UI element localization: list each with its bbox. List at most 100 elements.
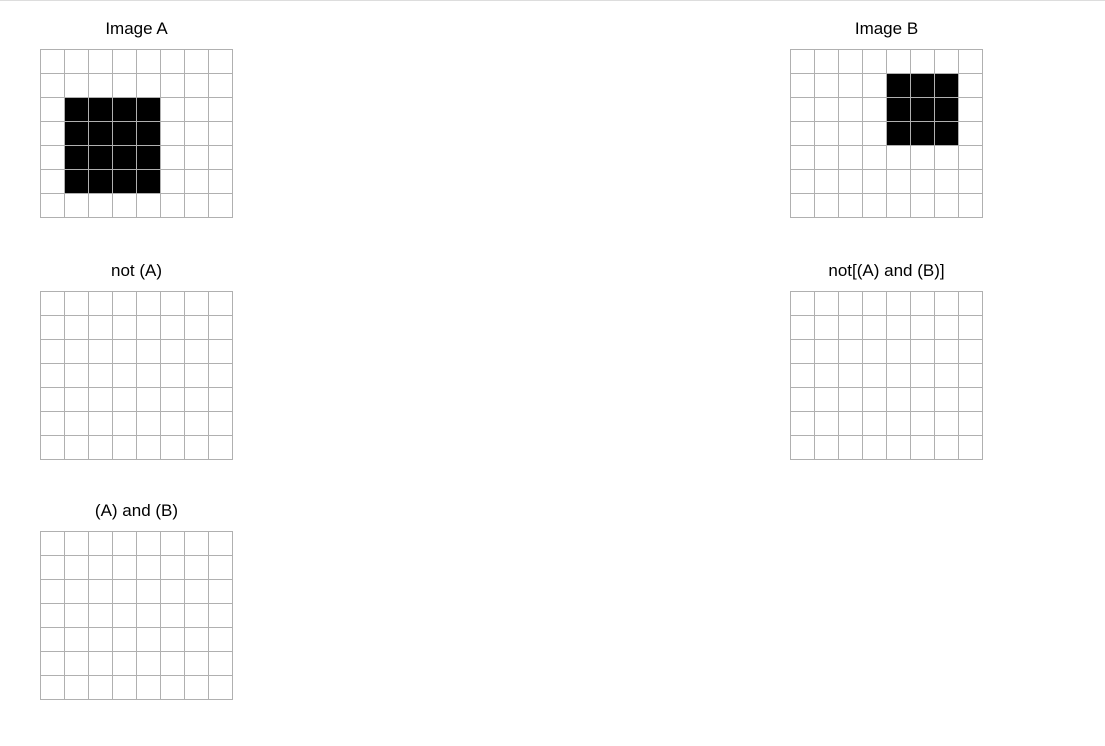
grid-cell [911,74,935,98]
grid-image-b [790,49,983,218]
grid-cell [209,364,233,388]
grid-cell [791,122,815,146]
grid-cell [935,74,959,98]
grid-cell [791,388,815,412]
grid-cell [41,170,65,194]
grid-cell [839,170,863,194]
grid-cell [887,74,911,98]
grid-cell [137,436,161,460]
grid-cell [185,436,209,460]
grid-cell [89,628,113,652]
grid-cell [959,364,983,388]
grid-cell [113,604,137,628]
grid-cell [65,74,89,98]
grid-cell [89,652,113,676]
grid-cell [209,412,233,436]
grid-cell [41,316,65,340]
grid-cell [113,532,137,556]
grid-cell [959,98,983,122]
grid-cell [209,388,233,412]
grid-cell [959,122,983,146]
grid-cell [137,532,161,556]
grid-cell [89,556,113,580]
grid-cell [887,170,911,194]
panel-title-not-a-and-b: not[(A) and (B)] [828,261,944,281]
panel-image-a: Image A [40,19,233,218]
grid-cell [41,194,65,218]
grid-cell [839,436,863,460]
grid-cell [185,556,209,580]
grid-cell [137,146,161,170]
grid-cell [65,628,89,652]
grid-cell [935,98,959,122]
grid-cell [209,170,233,194]
grid-cell [113,194,137,218]
grid-cell [89,676,113,700]
grid-cell [791,194,815,218]
grid-cell [209,194,233,218]
grid-cell [89,122,113,146]
grid-cell [41,412,65,436]
grid-cell [65,412,89,436]
grid-cell [839,194,863,218]
grid-cell [113,146,137,170]
grid-cell [863,194,887,218]
grid-cell [911,50,935,74]
grid-cell [41,604,65,628]
grid-cell [791,170,815,194]
grid-cell [911,122,935,146]
grid-cell [65,50,89,74]
grid-cell [887,292,911,316]
grid-cell [935,292,959,316]
grid-cell [959,194,983,218]
grid-cell [209,146,233,170]
grid-cell [887,122,911,146]
grid-cell [839,146,863,170]
grid-cell [791,412,815,436]
grid-cell [863,340,887,364]
grid-cell [137,364,161,388]
panel-not-a: not (A) [40,261,233,460]
grid-cell [137,676,161,700]
grid-cell [815,316,839,340]
grid-cell [911,340,935,364]
grid-not-a [40,291,233,460]
grid-cell [839,50,863,74]
grid-cell [161,170,185,194]
grid-cell [209,604,233,628]
grid-cell [185,676,209,700]
grid-cell [911,364,935,388]
grid-cell [113,340,137,364]
grid-cell [89,146,113,170]
grid-cell [41,676,65,700]
grid-cell [935,146,959,170]
grid-cell [137,98,161,122]
grid-cell [863,436,887,460]
grid-cell [137,316,161,340]
grid-cell [185,580,209,604]
grid-cell [863,146,887,170]
grid-cell [839,98,863,122]
grid-cell [41,580,65,604]
grid-cell [815,364,839,388]
grid-cell [209,628,233,652]
grid-cell [935,50,959,74]
grid-cell [863,316,887,340]
grid-cell [137,652,161,676]
grid-cell [65,340,89,364]
grid-cell [161,122,185,146]
grid-cell [863,364,887,388]
grid-cell [815,50,839,74]
grid-cell [89,292,113,316]
grid-cell [65,580,89,604]
panel-title-not-a: not (A) [111,261,162,281]
grid-cell [209,676,233,700]
grid-cell [89,388,113,412]
grid-cell [113,292,137,316]
grid-cell [935,412,959,436]
grid-cell [887,316,911,340]
grid-cell [815,412,839,436]
grid-cell [161,316,185,340]
grid-cell [65,436,89,460]
grid-cell [113,364,137,388]
